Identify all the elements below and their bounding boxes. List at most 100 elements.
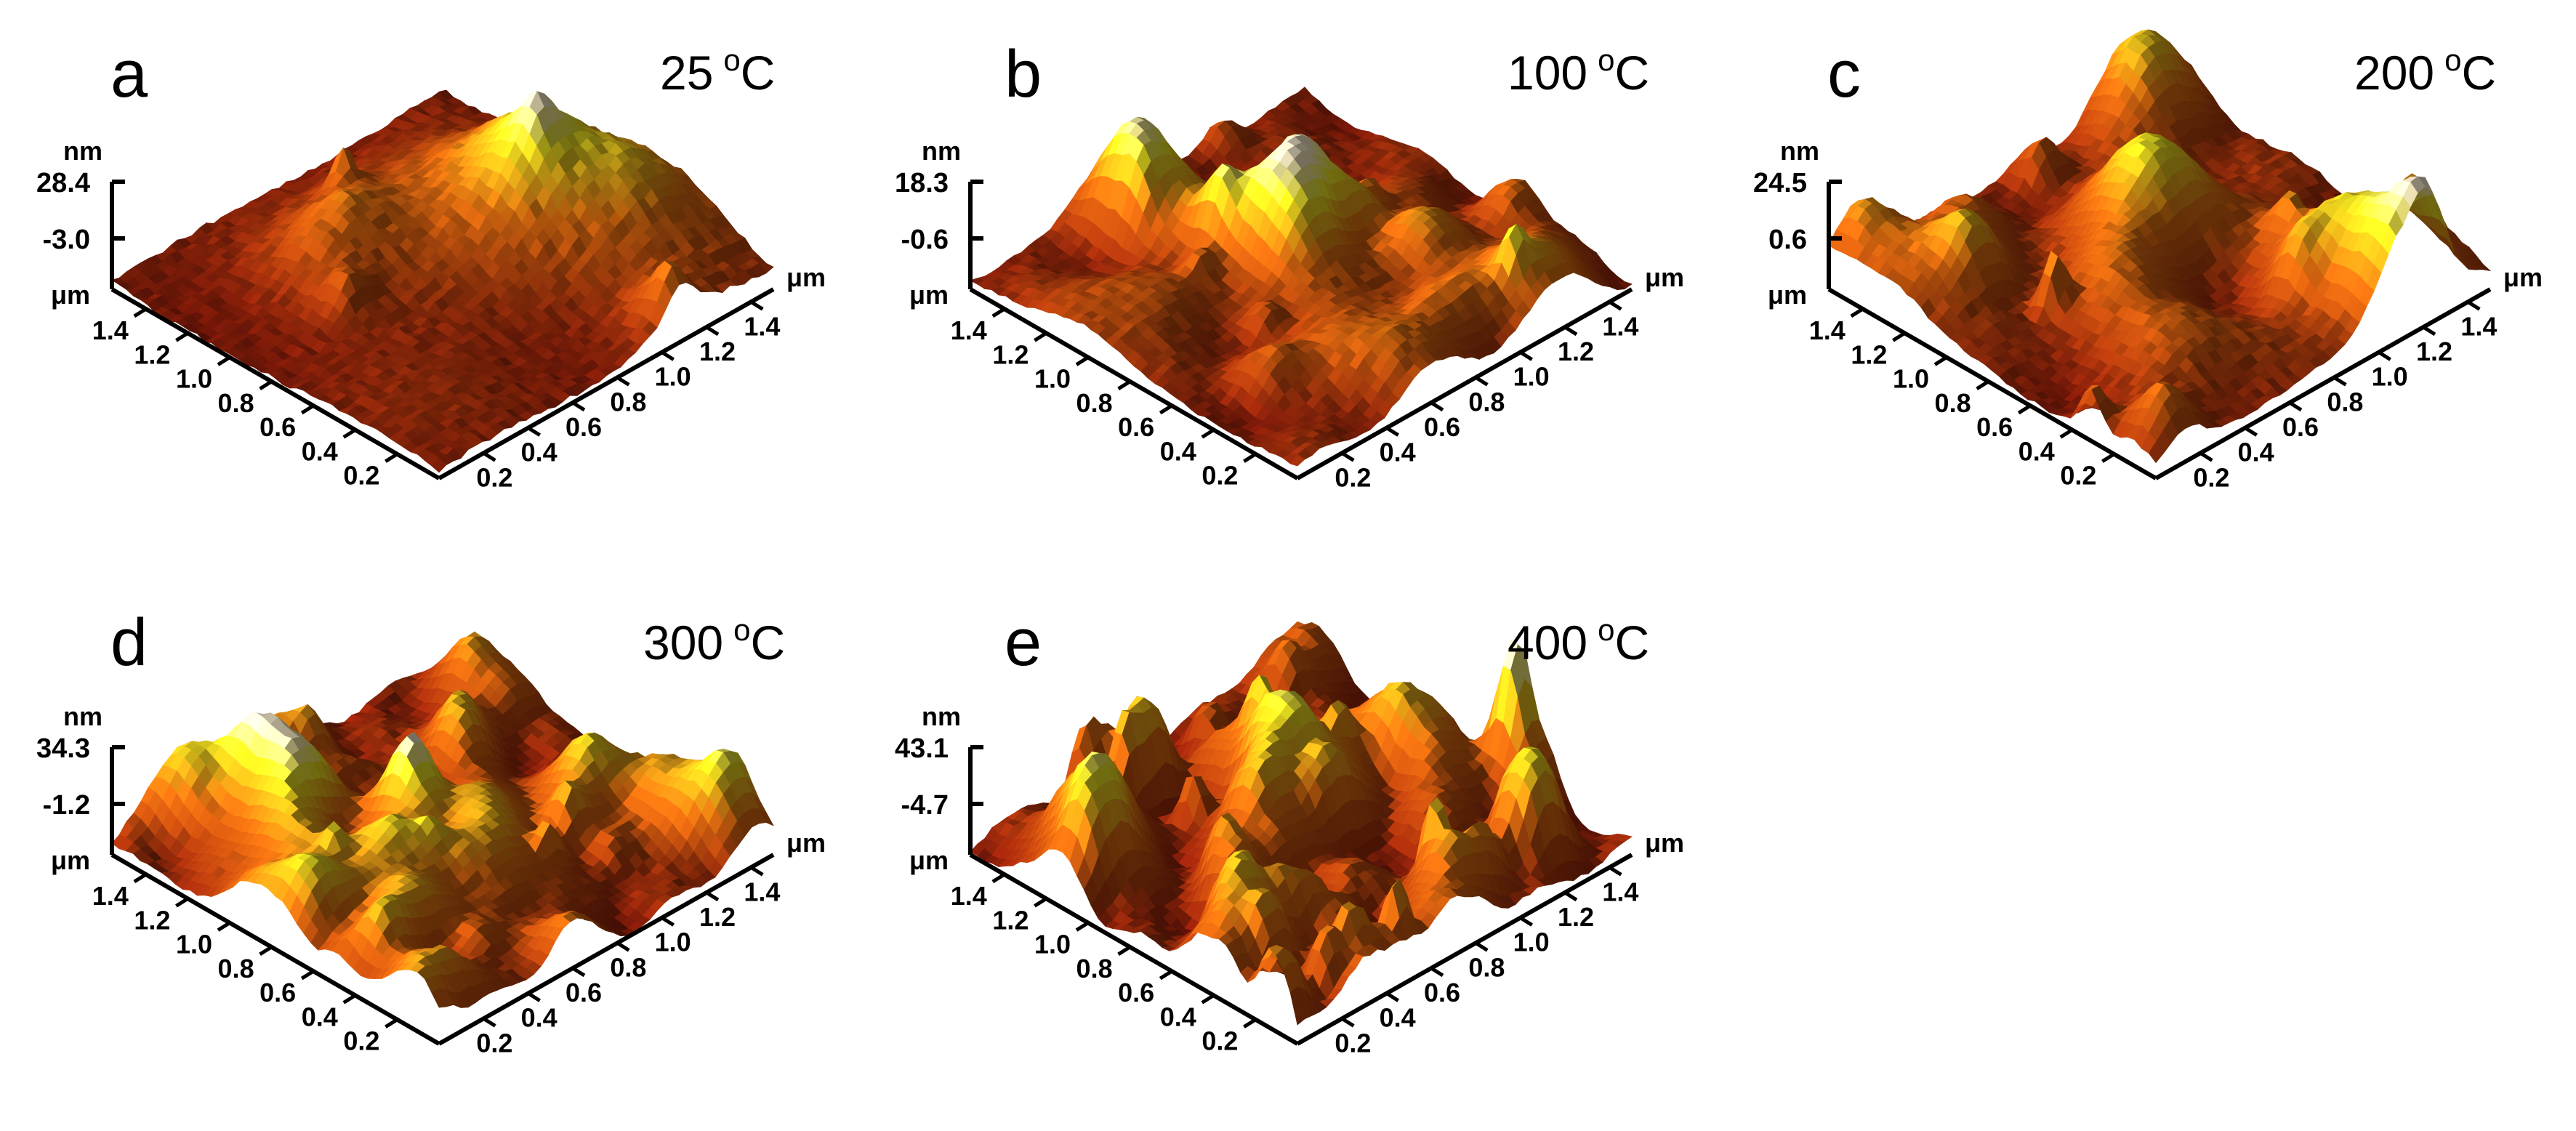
temperature-label: 100 oC xyxy=(1508,45,1649,97)
right-axis-tick-label: 0.6 xyxy=(1424,978,1460,1007)
panel-d: nm 34.3 -1.2 μm 1.4 1.2 1.0 0.8 0.6 0.4 0.2 0.2 0.4 0… xyxy=(0,566,858,1131)
right-axis-tick-label: 0.2 xyxy=(2193,462,2229,492)
right-axis-tick-label: 0.2 xyxy=(476,462,512,492)
left-axis-tick xyxy=(133,307,148,318)
right-axis-unit: μm xyxy=(2503,262,2543,292)
left-axis-tick-label: 0.8 xyxy=(1076,388,1113,418)
left-axis-tick xyxy=(1034,331,1047,342)
right-axis-tick xyxy=(750,866,764,877)
right-axis-tick-label: 0.2 xyxy=(476,1028,512,1058)
right-axis-tick-label: 0.8 xyxy=(1468,952,1505,982)
left-axis-tick-label: 0.6 xyxy=(1118,412,1154,442)
right-axis-tick-label: 1.4 xyxy=(2460,311,2497,341)
left-axis-line xyxy=(1827,287,2157,480)
right-axis-line xyxy=(438,287,775,480)
z-max-label: 34.3 xyxy=(36,733,90,764)
temperature-unit: C xyxy=(2461,46,2497,100)
left-axis-tick xyxy=(385,1018,398,1029)
right-axis-tick-label: 0.4 xyxy=(2238,438,2274,467)
left-axis-tick xyxy=(2059,428,2074,439)
temperature-value: 200 xyxy=(2354,46,2435,100)
temperature-label: 300 oC xyxy=(643,615,785,667)
left-axis-tick xyxy=(1243,1018,1257,1029)
left-axis-tick-label: 1.2 xyxy=(992,905,1029,935)
left-axis-tick-label: 0.4 xyxy=(2018,436,2055,466)
right-axis-tick-label: 0.4 xyxy=(521,1003,558,1033)
z-axis-unit: nm xyxy=(922,136,961,166)
degree-symbol: o xyxy=(733,613,751,647)
right-axis-tick-label: 0.4 xyxy=(521,438,558,467)
left-axis-tick xyxy=(2017,404,2032,415)
right-axis-tick xyxy=(1385,991,1399,1002)
right-axis-tick xyxy=(1609,300,1622,311)
left-axis-unit: μm xyxy=(1768,280,1807,310)
left-axis-tick xyxy=(991,307,1006,318)
left-axis-tick xyxy=(342,428,357,439)
right-axis-tick-label: 1.0 xyxy=(655,927,691,957)
right-axis-tick-label: 0.6 xyxy=(565,978,602,1007)
left-axis-tick-label: 0.2 xyxy=(343,461,379,491)
right-axis-tick xyxy=(1341,451,1355,462)
z-axis-unit: nm xyxy=(63,701,102,731)
right-axis-tick-label: 1.0 xyxy=(2372,362,2408,392)
left-axis-tick xyxy=(1075,921,1090,932)
panel-letter: c xyxy=(1827,37,1861,111)
left-axis-tick-label: 0.2 xyxy=(2060,461,2096,491)
left-axis-tick xyxy=(217,921,231,932)
right-axis-tick xyxy=(2244,426,2258,437)
left-axis-tick-label: 0.8 xyxy=(218,388,254,418)
degree-symbol: o xyxy=(1598,613,1615,647)
temperature-unit: C xyxy=(750,616,786,669)
left-axis-line xyxy=(969,287,1299,480)
left-axis-tick xyxy=(2101,452,2115,463)
right-axis-tick xyxy=(1519,350,1533,361)
right-axis-tick-label: 1.0 xyxy=(655,362,691,392)
left-axis-tick xyxy=(300,404,315,415)
right-axis-tick-label: 1.2 xyxy=(2416,337,2452,366)
left-axis-tick xyxy=(175,331,189,342)
temperature-unit: C xyxy=(1614,46,1650,100)
left-axis-tick-label: 1.4 xyxy=(92,315,129,345)
temperature-unit: C xyxy=(740,46,776,100)
left-axis-tick-label: 1.0 xyxy=(176,930,212,959)
temperature-label: 25 oC xyxy=(660,45,775,97)
z-max-label: 28.4 xyxy=(36,168,90,198)
left-axis-tick xyxy=(1159,970,1173,981)
left-axis-tick xyxy=(342,994,357,1005)
left-axis-tick-label: 0.8 xyxy=(218,954,254,983)
right-axis-tick xyxy=(1519,916,1533,927)
left-axis-tick xyxy=(259,379,273,391)
left-axis-tick-label: 1.4 xyxy=(951,315,987,345)
right-axis-tick xyxy=(1430,401,1444,412)
left-axis-tick xyxy=(1075,355,1090,366)
right-axis-tick-label: 0.6 xyxy=(565,412,602,442)
right-axis-tick xyxy=(1563,325,1578,337)
right-axis-tick-label: 0.8 xyxy=(610,952,646,982)
left-axis-tick-label: 0.6 xyxy=(259,978,296,1007)
left-axis-tick-label: 1.0 xyxy=(1034,364,1071,394)
panel-b: nm 18.3 -0.6 μm 1.4 1.2 1.0 0.8 0.6 0.4 0.2 0.2 0.4 0… xyxy=(858,0,1717,566)
surface-mesh xyxy=(111,631,774,1009)
z-axis-unit: nm xyxy=(922,701,961,731)
left-axis-tick-label: 0.6 xyxy=(1976,412,2013,442)
left-axis-tick-label: 0.8 xyxy=(1935,388,1971,418)
temperature-value: 400 xyxy=(1508,616,1588,669)
right-axis-tick xyxy=(483,1017,496,1028)
right-axis-tick-label: 0.8 xyxy=(2327,387,2363,416)
right-axis-tick xyxy=(616,941,630,952)
right-axis-tick xyxy=(2333,376,2347,387)
right-axis-tick-label: 0.6 xyxy=(2282,412,2319,442)
right-axis-tick xyxy=(527,991,541,1002)
right-axis-tick-label: 0.4 xyxy=(1380,1003,1416,1033)
left-axis-tick xyxy=(217,355,231,366)
left-axis-tick xyxy=(1933,355,1948,366)
temperature-unit: C xyxy=(1614,616,1650,669)
left-axis-tick-label: 0.6 xyxy=(259,412,296,442)
left-axis-tick-label: 0.2 xyxy=(1202,1026,1238,1056)
left-axis-tick-label: 1.2 xyxy=(134,905,170,935)
left-axis-tick xyxy=(991,872,1006,884)
